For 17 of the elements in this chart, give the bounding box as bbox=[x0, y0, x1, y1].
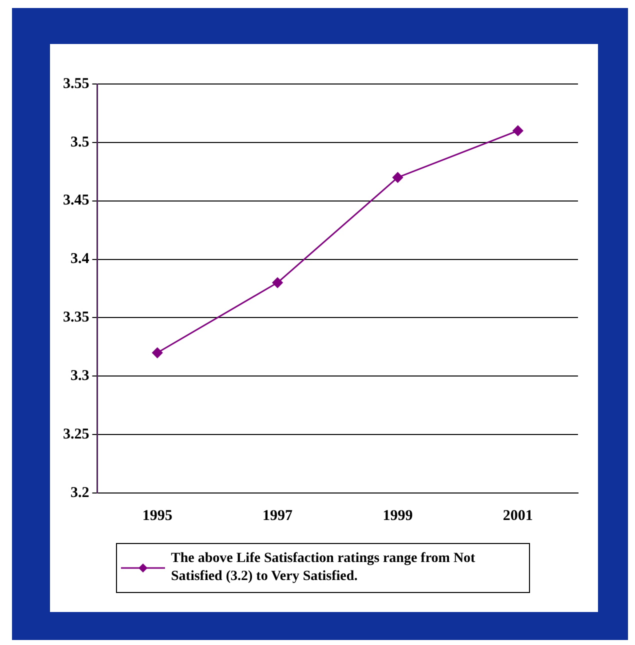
y-tick-label: 3.5 bbox=[70, 134, 90, 150]
y-tick-label: 3.25 bbox=[63, 426, 90, 442]
y-tick-label: 3.45 bbox=[63, 192, 90, 209]
point bbox=[152, 348, 163, 358]
legend-label: The above Life Satisfaction ratings range from Not Satisfied (3.2) to Very Satisfied. bbox=[171, 550, 476, 586]
x-tick-label: 1995 bbox=[142, 508, 172, 524]
y-tick-label: 3.35 bbox=[63, 310, 90, 326]
y-tick-label: 3.4 bbox=[70, 251, 90, 268]
point bbox=[272, 277, 283, 288]
y-tick-label: 3.2 bbox=[70, 484, 90, 501]
x-tick-label: 1997 bbox=[262, 508, 294, 524]
point bbox=[512, 125, 524, 136]
y-tick-label: 3.3 bbox=[70, 368, 90, 384]
x-tick-label: 1999 bbox=[382, 508, 413, 524]
x-tick-label: 2001 bbox=[502, 508, 533, 524]
point bbox=[392, 172, 403, 183]
y-tick-label: 3.55 bbox=[63, 76, 90, 92]
